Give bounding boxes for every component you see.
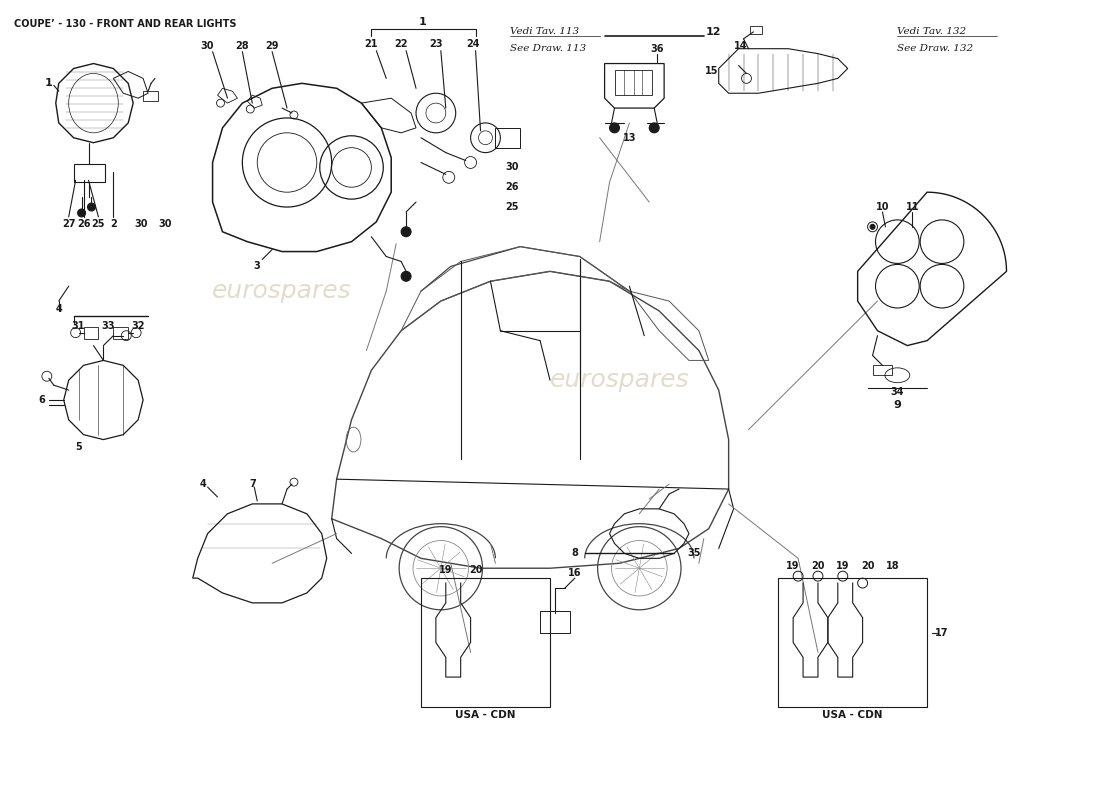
Text: eurospares: eurospares xyxy=(550,368,690,392)
Text: 1: 1 xyxy=(419,17,427,27)
Circle shape xyxy=(870,224,874,230)
Text: 26: 26 xyxy=(77,219,90,229)
Circle shape xyxy=(609,123,619,133)
Text: 17: 17 xyxy=(935,627,949,638)
Text: 4: 4 xyxy=(55,304,62,314)
Circle shape xyxy=(402,271,411,282)
Text: 3: 3 xyxy=(254,262,261,271)
Text: 1: 1 xyxy=(45,78,53,88)
Text: 13: 13 xyxy=(623,133,636,142)
Text: 20: 20 xyxy=(469,566,482,575)
Text: 5: 5 xyxy=(75,442,82,453)
Text: See Draw. 113: See Draw. 113 xyxy=(510,44,586,53)
Bar xyxy=(495,128,520,148)
Text: 36: 36 xyxy=(650,44,664,54)
Circle shape xyxy=(402,227,411,237)
Circle shape xyxy=(88,203,96,211)
Text: 4: 4 xyxy=(199,479,206,489)
Text: 19: 19 xyxy=(439,566,452,575)
Text: 30: 30 xyxy=(134,219,147,229)
Text: 27: 27 xyxy=(62,219,76,229)
Text: USA - CDN: USA - CDN xyxy=(455,710,516,720)
Text: 25: 25 xyxy=(505,202,519,212)
Text: Vedi Tav. 132: Vedi Tav. 132 xyxy=(898,27,967,36)
Text: 15: 15 xyxy=(705,66,718,77)
Text: 30: 30 xyxy=(158,219,172,229)
Bar xyxy=(615,70,652,95)
Text: 24: 24 xyxy=(465,38,480,49)
Text: 32: 32 xyxy=(131,321,145,330)
Text: 28: 28 xyxy=(235,41,250,50)
Text: 33: 33 xyxy=(101,321,116,330)
Text: 8: 8 xyxy=(571,548,579,558)
Text: 19: 19 xyxy=(836,562,849,571)
Text: Vedi Tav. 113: Vedi Tav. 113 xyxy=(510,27,580,36)
Text: 30: 30 xyxy=(505,162,519,173)
Bar xyxy=(779,578,927,706)
Text: 9: 9 xyxy=(893,400,901,410)
Text: 20: 20 xyxy=(811,562,825,571)
Text: 11: 11 xyxy=(905,202,918,212)
Bar xyxy=(74,165,106,182)
Text: 12: 12 xyxy=(706,27,722,37)
Bar xyxy=(540,610,570,633)
Bar xyxy=(750,26,762,34)
Text: 34: 34 xyxy=(891,387,904,397)
Text: eurospares: eurospares xyxy=(212,279,352,303)
Circle shape xyxy=(649,123,659,133)
Bar xyxy=(84,326,98,338)
Text: 16: 16 xyxy=(568,568,582,578)
Text: COUPE’ - 130 - FRONT AND REAR LIGHTS: COUPE’ - 130 - FRONT AND REAR LIGHTS xyxy=(14,19,236,29)
Text: 22: 22 xyxy=(395,38,408,49)
Text: 7: 7 xyxy=(249,479,255,489)
Text: 10: 10 xyxy=(876,202,889,212)
Text: 14: 14 xyxy=(734,41,747,50)
Bar xyxy=(113,326,129,338)
Text: 29: 29 xyxy=(265,41,279,50)
Text: See Draw. 132: See Draw. 132 xyxy=(898,44,974,53)
Text: 18: 18 xyxy=(886,562,899,571)
Text: 26: 26 xyxy=(505,182,519,192)
Text: 21: 21 xyxy=(364,38,378,49)
Text: 23: 23 xyxy=(429,38,442,49)
Text: 19: 19 xyxy=(786,562,800,571)
Text: 20: 20 xyxy=(861,562,875,571)
Text: 2: 2 xyxy=(110,219,117,229)
Circle shape xyxy=(78,209,86,217)
Text: 31: 31 xyxy=(72,321,86,330)
Bar xyxy=(143,91,158,101)
Text: 25: 25 xyxy=(91,219,106,229)
Bar xyxy=(421,578,550,706)
Text: 35: 35 xyxy=(688,548,701,558)
Text: 30: 30 xyxy=(201,41,214,50)
Bar xyxy=(872,366,892,375)
Text: USA - CDN: USA - CDN xyxy=(823,710,883,720)
Text: 6: 6 xyxy=(39,395,45,405)
